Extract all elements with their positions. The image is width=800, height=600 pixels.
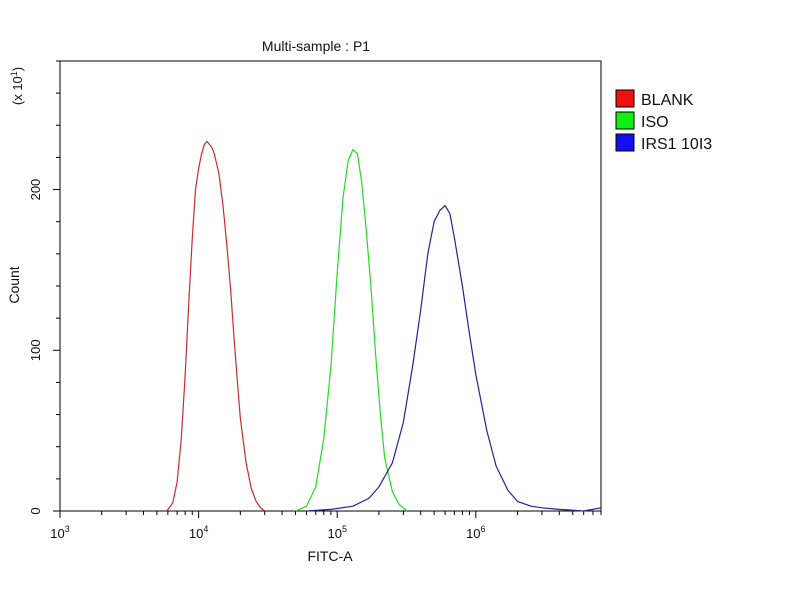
legend-swatch — [615, 133, 635, 152]
x-axis-label: FITC-A — [307, 548, 353, 564]
series-line-iso — [295, 148, 408, 512]
plot-frame — [59, 60, 602, 512]
legend-label: ISO — [641, 114, 669, 131]
y-tick-label: 100 — [28, 339, 43, 361]
legend-label: IRS1 10I3 — [641, 136, 712, 153]
series-layer — [166, 140, 602, 512]
axis-ticks: 103 104 105 106 0 100 200 — [28, 60, 602, 541]
y-tick-label: 200 — [28, 179, 43, 201]
legend-label: BLANK — [641, 92, 694, 109]
y-multiplier-exponent: 1 — [9, 71, 19, 76]
x-tick-label: 103 — [50, 524, 69, 541]
x-tick-label: 105 — [327, 524, 346, 541]
y-axis-label: Count — [6, 266, 22, 303]
legend: BLANK ISO IRS1 10I3 — [615, 89, 712, 153]
x-tick-label: 104 — [189, 524, 208, 541]
series-line-irs1-10i3 — [306, 205, 602, 512]
y-tick-label: 0 — [28, 507, 43, 514]
y-multiplier-prefix: (x 10 — [10, 76, 25, 105]
legend-swatch — [615, 111, 635, 130]
y-multiplier-suffix: ) — [10, 67, 25, 71]
series-line-blank — [166, 140, 266, 512]
legend-swatch — [615, 89, 635, 108]
y-axis-multiplier: (x 101) — [9, 67, 25, 105]
x-tick-label: 106 — [466, 524, 485, 541]
svg-text:(x 101): (x 101) — [9, 67, 25, 105]
chart-title: Multi-sample : P1 — [262, 38, 370, 54]
